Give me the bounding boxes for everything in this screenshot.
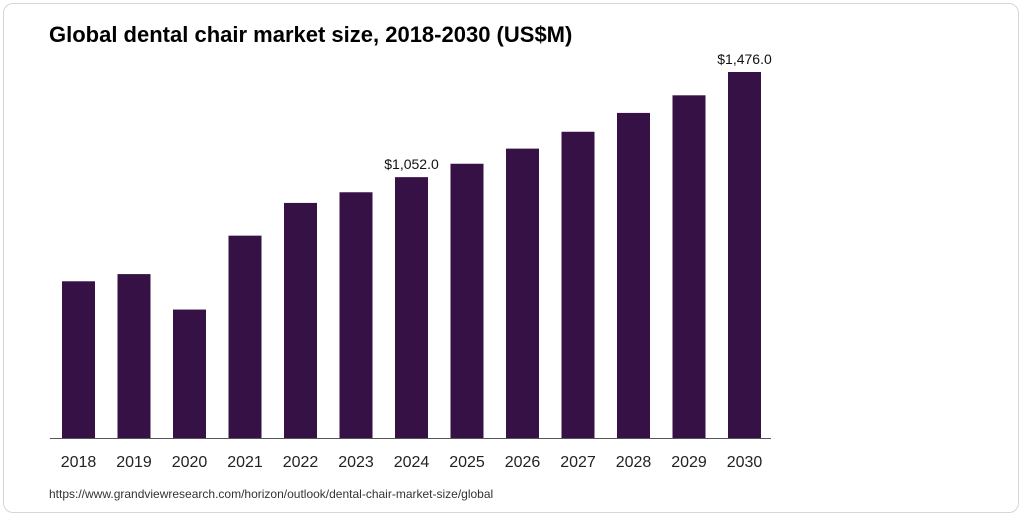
x-tick-label: 2028 xyxy=(616,454,652,471)
bar-2026 xyxy=(506,148,539,438)
x-tick-label: 2030 xyxy=(727,454,763,471)
x-tick-label: 2023 xyxy=(338,454,374,471)
x-tick-label: 2027 xyxy=(560,454,596,471)
bar-2023 xyxy=(339,192,373,438)
bar-2027 xyxy=(561,131,595,438)
bar-2020 xyxy=(173,309,206,438)
data-label-2024: $1,052.0 xyxy=(384,156,439,172)
bar-2018 xyxy=(62,281,95,438)
x-tick-label: 2025 xyxy=(449,454,485,471)
bar-2019 xyxy=(117,274,151,438)
bar-2025 xyxy=(450,163,484,438)
chart-title: Global dental chair market size, 2018-20… xyxy=(49,22,573,47)
bar-2022 xyxy=(284,202,317,438)
bar-2021 xyxy=(228,235,262,438)
x-tick-label: 2020 xyxy=(172,454,208,471)
x-tick-label: 2026 xyxy=(505,454,541,471)
x-tick-label: 2029 xyxy=(671,454,707,471)
x-tick-label: 2021 xyxy=(227,454,263,471)
data-label-2030: $1,476.0 xyxy=(717,51,772,67)
x-tick-label: 2019 xyxy=(116,454,152,471)
bar-2029 xyxy=(672,95,706,438)
bar-2030 xyxy=(728,72,761,438)
bar-2028 xyxy=(617,112,650,438)
x-tick-label: 2024 xyxy=(394,454,430,471)
x-tick-label: 2018 xyxy=(61,454,97,471)
source-url[interactable]: https://www.grandviewresearch.com/horizo… xyxy=(49,487,494,501)
x-tick-label: 2022 xyxy=(283,454,319,471)
bar-2024 xyxy=(395,177,428,438)
